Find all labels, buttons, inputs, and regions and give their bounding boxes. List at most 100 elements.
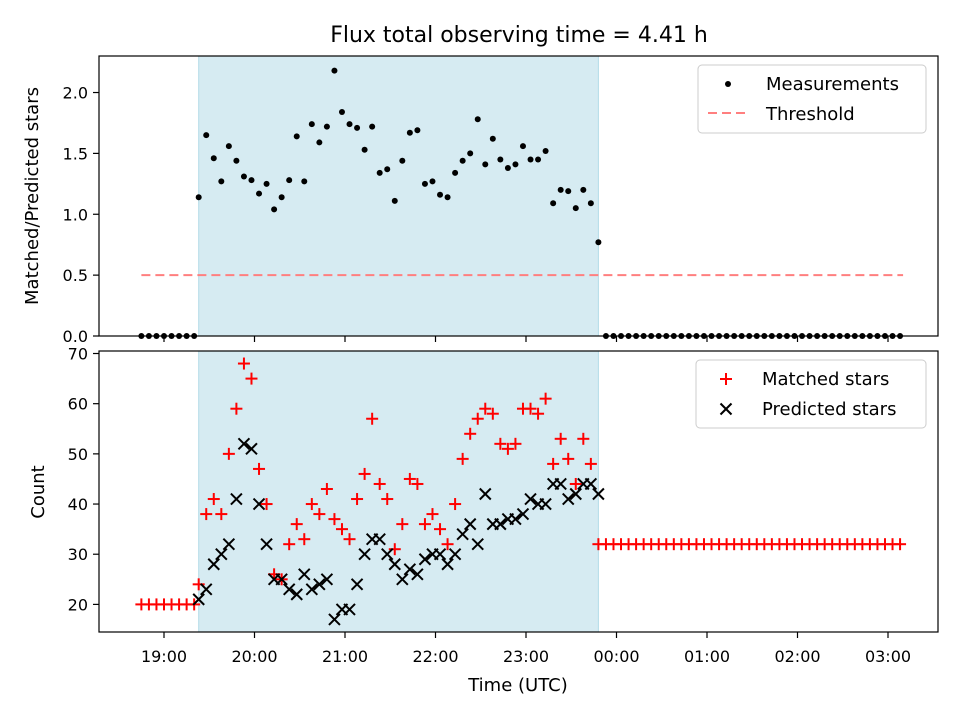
measurement-point xyxy=(376,169,383,176)
measurement-point xyxy=(512,161,519,168)
x-marker xyxy=(562,492,575,506)
x-marker xyxy=(396,573,409,586)
predicted-stars-points xyxy=(192,437,605,626)
measurement-point xyxy=(482,161,489,168)
plus-marker xyxy=(584,457,597,470)
plus-marker xyxy=(396,518,409,531)
plus-marker xyxy=(418,518,431,531)
x-tick-label: 03:00 xyxy=(865,647,911,666)
x-axis-label: Time (UTC) xyxy=(467,675,568,696)
x-marker xyxy=(245,442,258,456)
x-marker xyxy=(260,537,273,551)
plus-marker xyxy=(283,538,296,551)
x-marker xyxy=(290,588,303,601)
x-marker xyxy=(222,537,236,551)
measurement-point xyxy=(414,127,421,134)
plus-marker xyxy=(501,442,514,455)
plus-marker xyxy=(464,427,477,440)
plus-marker xyxy=(479,402,492,415)
measurement-point xyxy=(391,197,398,204)
plus-marker xyxy=(441,538,454,551)
plus-marker xyxy=(486,407,499,420)
top-panel: 0.00.51.01.52.0 Matched/Predicted stars … xyxy=(22,55,939,346)
plus-marker xyxy=(403,472,416,485)
measurement-point xyxy=(504,165,511,171)
x-marker xyxy=(230,492,243,506)
plus-marker xyxy=(320,482,333,495)
x-marker xyxy=(539,497,552,511)
y-tick-label: 40 xyxy=(68,495,88,514)
plus-marker xyxy=(230,402,243,415)
measurement-point xyxy=(240,173,247,180)
x-marker xyxy=(373,532,386,546)
x-marker xyxy=(252,497,266,511)
measurement-point xyxy=(580,186,587,193)
plus-marker xyxy=(237,357,250,370)
matched-legend-label: Matched stars xyxy=(762,369,889,390)
measurement-point xyxy=(263,180,270,187)
measurement-point xyxy=(361,146,368,153)
predicted-legend-label: Predicted stars xyxy=(762,399,896,420)
measurement-point xyxy=(195,194,202,201)
x-marker xyxy=(719,402,733,416)
x-tick-label: 19:00 xyxy=(141,647,187,666)
measurement-point xyxy=(565,188,572,195)
measurement-point xyxy=(278,194,285,201)
bottom-x-axis-ticks: 19:00 20:00 21:00 22:00 23:00 00:00 01:00 02:00… xyxy=(141,632,911,666)
measurement-point xyxy=(535,156,542,163)
plus-marker xyxy=(207,493,220,506)
x-marker xyxy=(403,563,417,576)
measurement-point xyxy=(459,157,466,164)
measurement-point xyxy=(497,156,504,163)
top-legend: Measurements Threshold xyxy=(697,64,927,134)
measurement-point xyxy=(542,147,549,154)
plus-marker xyxy=(434,523,447,536)
plus-marker xyxy=(351,493,364,506)
measurement-point xyxy=(595,239,602,246)
plus-marker xyxy=(547,457,560,470)
measurement-point xyxy=(338,109,345,115)
plus-marker xyxy=(222,447,235,460)
x-marker xyxy=(381,548,394,561)
y-tick-label: 2.0 xyxy=(63,84,88,103)
plus-marker xyxy=(192,578,205,591)
x-marker xyxy=(320,573,334,586)
measurement-point xyxy=(421,180,428,187)
plus-marker xyxy=(253,462,266,475)
x-marker xyxy=(554,477,567,491)
y-tick-label: 0.0 xyxy=(63,327,88,346)
measurement-point xyxy=(429,178,436,185)
x-marker xyxy=(305,583,319,596)
measurement-point xyxy=(248,177,255,184)
x-tick-label: 21:00 xyxy=(322,647,368,666)
top-y-axis-ticks: 0.0 0.5 1.0 1.5 2.0 xyxy=(63,84,99,346)
plus-marker xyxy=(388,543,401,556)
plus-marker xyxy=(305,498,318,511)
x-marker xyxy=(584,477,598,491)
x-marker xyxy=(418,553,432,566)
measurement-point xyxy=(271,206,278,213)
y-tick-label: 60 xyxy=(68,395,88,414)
x-marker xyxy=(569,487,582,501)
plus-marker xyxy=(335,523,348,536)
measurement-point xyxy=(308,121,315,128)
measurement-point xyxy=(354,124,361,131)
measurement-point xyxy=(474,116,481,123)
x-marker xyxy=(388,558,401,571)
y-tick-label: 1.5 xyxy=(63,144,88,163)
x-tick-label: 23:00 xyxy=(503,647,549,666)
y-tick-label: 30 xyxy=(68,545,88,564)
plus-marker xyxy=(426,508,439,521)
plus-marker xyxy=(200,508,213,521)
measurements-legend-label: Measurements xyxy=(766,74,899,95)
x-marker xyxy=(509,512,522,526)
x-marker xyxy=(215,548,228,561)
measurement-point xyxy=(369,123,376,130)
x-tick-label: 01:00 xyxy=(684,647,730,666)
plus-marker xyxy=(554,432,567,445)
x-tick-label: 02:00 xyxy=(774,647,820,666)
bottom-legend-box xyxy=(695,359,927,429)
measurement-point xyxy=(218,178,225,185)
x-marker xyxy=(448,548,462,561)
measurement-point xyxy=(384,166,391,173)
